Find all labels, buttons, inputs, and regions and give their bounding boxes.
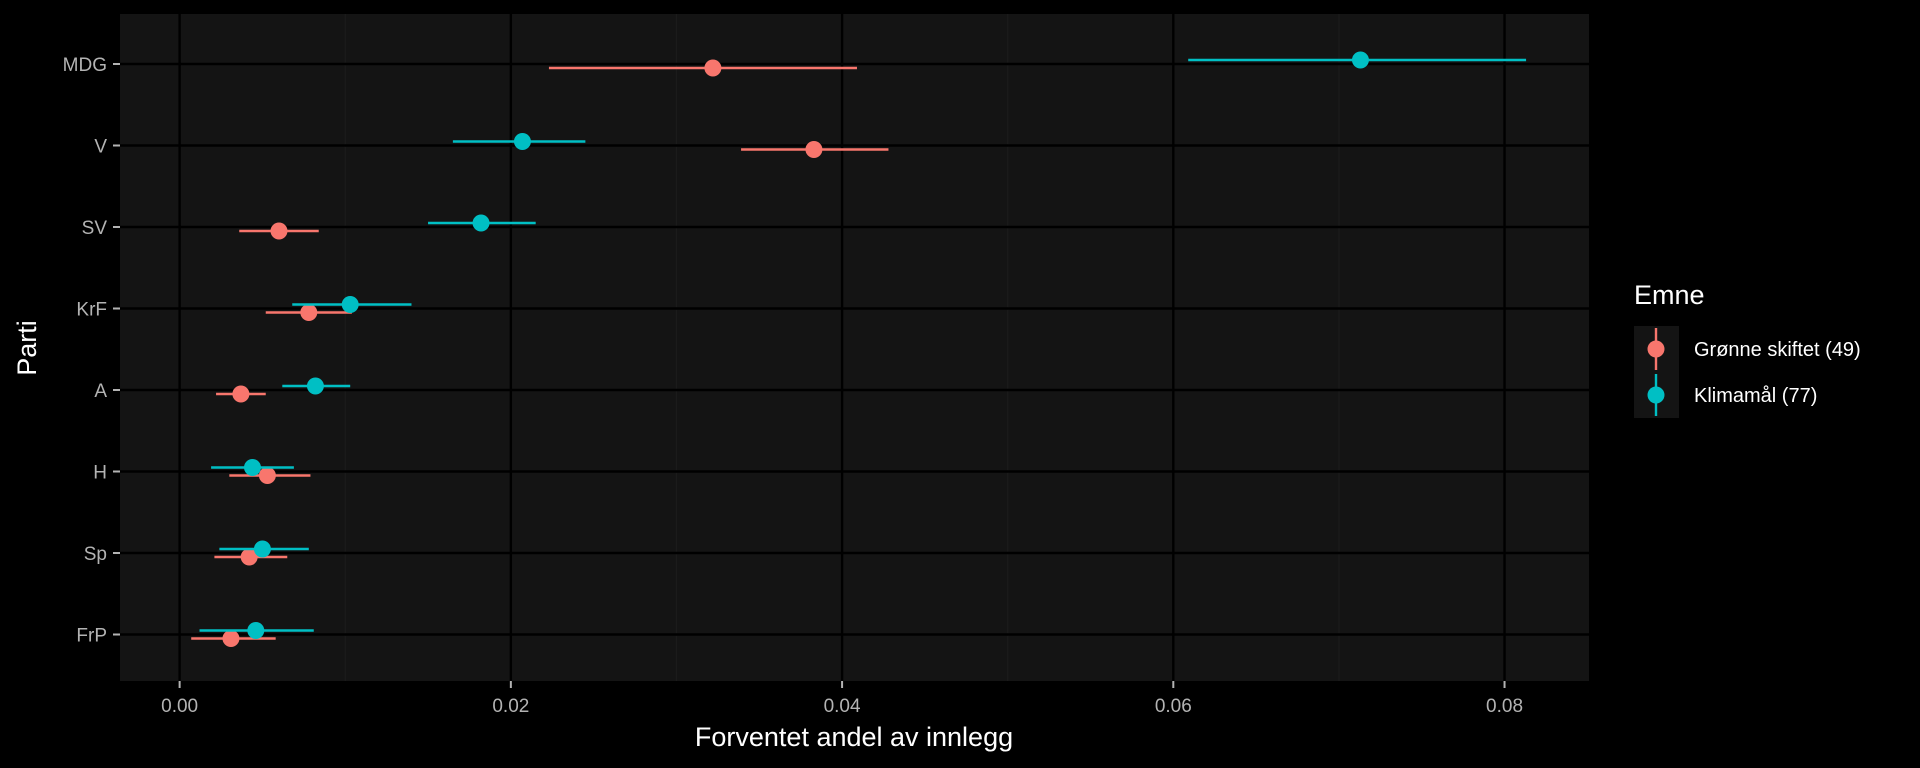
legend-label: Grønne skiftet (49) [1694, 339, 1861, 361]
data-point [243, 459, 261, 476]
data-point [805, 141, 823, 158]
y-axis-title: Parti [12, 320, 42, 376]
y-tick-label: SV [82, 218, 108, 239]
x-tick-label: 0.00 [161, 696, 198, 717]
legend-title: Emne [1634, 280, 1705, 310]
legend-items: Grønne skiftet (49) Klimamål (77) [1634, 326, 1861, 418]
data-point [253, 540, 271, 558]
series-group [199, 51, 1527, 639]
series-group [191, 59, 889, 647]
data-point [222, 630, 240, 647]
data-point [240, 548, 258, 566]
y-tick-label: MDG [63, 55, 107, 76]
data-point [232, 385, 250, 403]
y-tick-label: V [94, 137, 107, 158]
y-tick-label: H [93, 463, 107, 484]
legend-label: Klimamål (77) [1694, 385, 1817, 407]
x-tick-label: 0.04 [824, 696, 861, 717]
data-point [1351, 51, 1369, 69]
data-point [704, 59, 722, 77]
data-point [472, 214, 490, 232]
x-tick-label: 0.08 [1486, 696, 1523, 717]
x-axis-title: Forventet andel av innlegg [695, 722, 1013, 752]
data-point [258, 467, 276, 484]
legend-key-point [1647, 340, 1665, 358]
x-tick-label: 0.06 [1155, 696, 1192, 717]
legend-key-point [1647, 386, 1665, 404]
series-layer [191, 51, 1527, 647]
x-axis: 0.00 0.02 0.04 0.06 0.08 [161, 681, 1523, 717]
data-point [300, 304, 318, 321]
y-tick-label: FrP [76, 626, 107, 647]
x-tick-label: 0.02 [492, 696, 529, 717]
minor-grid [344, 14, 1340, 681]
data-point [247, 622, 265, 639]
major-grid [120, 14, 1589, 681]
data-point [513, 133, 531, 150]
data-point [270, 222, 288, 240]
y-tick-label: KrF [76, 300, 107, 321]
y-axis: MDG V SV KrF A H Sp FrP [63, 55, 120, 647]
legend: Emne Grønne skiftet (49) Klimamål (77) [1634, 280, 1861, 418]
y-tick-label: Sp [84, 544, 107, 565]
y-tick-label: A [94, 381, 107, 402]
data-point [306, 377, 324, 395]
plot-panel [120, 14, 1589, 681]
data-point [341, 296, 359, 313]
